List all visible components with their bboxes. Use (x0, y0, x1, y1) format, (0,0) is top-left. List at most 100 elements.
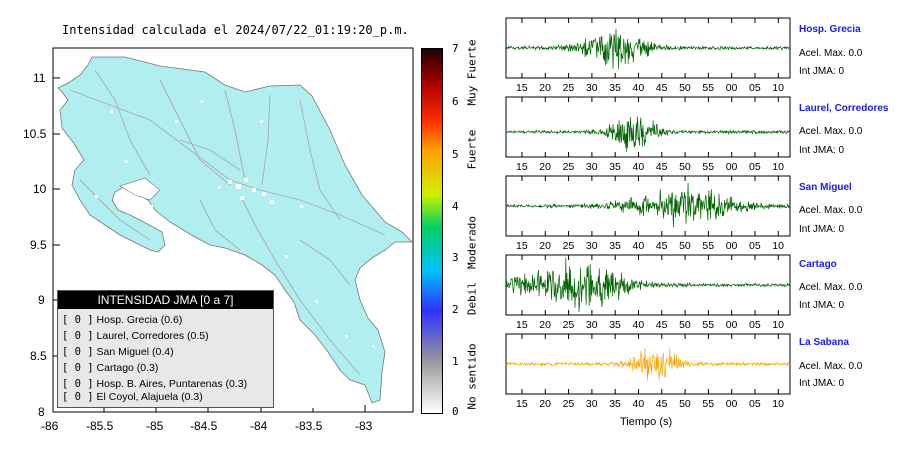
time-tick-label: 35 (609, 398, 621, 410)
scale-number: 5 (452, 148, 459, 161)
station-name: San Miguel (799, 182, 852, 193)
legend-item: [ 0 ] Cartago (0.3) (62, 362, 159, 374)
time-tick-label: 10 (772, 319, 784, 331)
intensity-color-scale (421, 48, 443, 414)
time-tick-label: 55 (702, 161, 715, 173)
legend-header: INTENSIDAD JMA [0 a 7] (58, 291, 273, 309)
time-tick-label: 05 (749, 240, 761, 252)
station-dots (95, 100, 375, 348)
waveform-panel (505, 96, 791, 158)
lon-tick: -83 (355, 419, 373, 433)
station-name: Cartago (799, 259, 837, 270)
time-tick-label: 45 (655, 82, 668, 94)
lon-tick: -86 (41, 419, 59, 433)
station-intensity: Int JMA: 0 (799, 145, 845, 156)
time-tick-label: 45 (655, 161, 668, 173)
time-tick-label: 00 (725, 240, 738, 252)
waveform-trace (505, 182, 791, 228)
station-max-accel: Acel. Max. 0.0 (799, 48, 863, 59)
station-max-accel: Acel. Max. 0.0 (799, 361, 863, 372)
time-axis-title: Tiempo (s) (620, 416, 673, 428)
lon-tick: -83.5 (295, 419, 323, 433)
time-tick-label: 00 (725, 398, 738, 410)
station-max-accel: Acel. Max. 0.0 (799, 126, 863, 137)
scale-number: 0 (452, 405, 459, 418)
time-tick-label: 00 (725, 82, 738, 94)
time-tick-label: 10 (772, 398, 784, 410)
scale-label: Debil (465, 281, 479, 316)
time-tick-label: 25 (562, 319, 575, 331)
lon-tick: -84 (250, 419, 268, 433)
time-tick-label: 45 (655, 319, 668, 331)
time-tick-label: 25 (562, 240, 575, 252)
time-tick-label: 35 (609, 240, 621, 252)
time-tick-label: 20 (539, 161, 551, 173)
time-tick-label: 50 (679, 161, 691, 173)
legend-item: [ 0 ] Laurel, Corredores (0.5) (62, 330, 209, 342)
time-tick-label: 05 (749, 319, 761, 331)
lat-tick: 9 (38, 293, 45, 307)
time-tick-label: 30 (585, 240, 598, 252)
scale-number: 6 (452, 95, 459, 108)
scale-label: Fuerte (465, 129, 479, 170)
station-name: Laurel, Corredores (799, 103, 889, 114)
time-tick-label: 50 (679, 398, 691, 410)
station-intensity: Int JMA: 0 (799, 378, 845, 389)
scale-number: 3 (452, 251, 459, 264)
time-tick-label: 55 (702, 240, 715, 252)
time-tick-label: 40 (632, 240, 645, 252)
time-tick-label: 00 (725, 319, 738, 331)
time-tick-label: 55 (702, 319, 715, 331)
time-tick-label: 25 (562, 82, 575, 94)
time-tick-label: 25 (562, 398, 575, 410)
station-intensity: Int JMA: 0 (799, 66, 845, 77)
legend-item: [ 0 ] San Miguel (0.4) (62, 346, 174, 358)
time-tick-label: 15 (516, 398, 528, 410)
station-intensity: Int JMA: 0 (799, 224, 845, 235)
waveform-trace (505, 28, 791, 70)
station-max-accel: Acel. Max. 0.0 (799, 205, 863, 216)
lat-tick: 11 (33, 71, 46, 85)
time-tick-label: 15 (516, 240, 528, 252)
lon-tick: -84.5 (190, 419, 218, 433)
legend-item: [ 0 ] Hosp. Grecia (0.6) (62, 314, 183, 326)
time-tick-label: 05 (749, 161, 761, 173)
lon-tick: -85.5 (86, 419, 114, 433)
time-tick-label: 55 (702, 398, 715, 410)
scale-number: 2 (452, 303, 459, 316)
time-tick-label: 15 (516, 82, 528, 94)
lat-tick: 8.5 (30, 349, 47, 363)
lat-tick: 10.5 (23, 127, 47, 141)
time-tick-label: 35 (609, 319, 621, 331)
waveform-trace (505, 257, 791, 313)
time-tick-label: 20 (539, 319, 551, 331)
scale-number: 1 (452, 355, 459, 368)
lat-tick: 8 (38, 405, 45, 419)
nicoya-gulf-water (119, 177, 161, 201)
time-tick-label: 15 (516, 161, 528, 173)
time-tick-label: 25 (562, 161, 575, 173)
map-title: Intensidad calculada el 2024/07/22_01:19… (62, 23, 409, 37)
waveform-trace (505, 347, 791, 381)
time-tick-label: 50 (679, 240, 691, 252)
time-tick-label: 30 (585, 82, 598, 94)
legend-item: [ 0 ] Hosp. B. Aires, Puntarenas (0.3) (62, 378, 248, 390)
lat-tick: 9.5 (30, 238, 47, 252)
station-intensity: Int JMA: 0 (799, 300, 845, 311)
legend-item: [ 0 ] El Coyol, Alajuela (0.3) (62, 391, 203, 403)
time-tick-label: 15 (516, 319, 528, 331)
time-tick-label: 55 (702, 82, 715, 94)
time-tick-label: 45 (655, 240, 668, 252)
time-tick-label: 05 (749, 398, 761, 410)
costa-rica-land (57, 56, 413, 404)
scale-label: No sentido (465, 343, 479, 410)
time-tick-label: 30 (585, 398, 598, 410)
waveform-panels[interactable] (500, 0, 800, 415)
time-tick-label: 20 (539, 240, 551, 252)
waveform-trace (505, 116, 791, 152)
time-tick-label: 20 (539, 82, 551, 94)
time-tick-label: 10 (772, 161, 784, 173)
intensity-legend: INTENSIDAD JMA [0 a 7] [ 0 ] Hosp. Greci… (57, 290, 274, 408)
station-max-accel: Acel. Max. 0.0 (799, 282, 863, 293)
time-tick-label: 50 (679, 82, 691, 94)
